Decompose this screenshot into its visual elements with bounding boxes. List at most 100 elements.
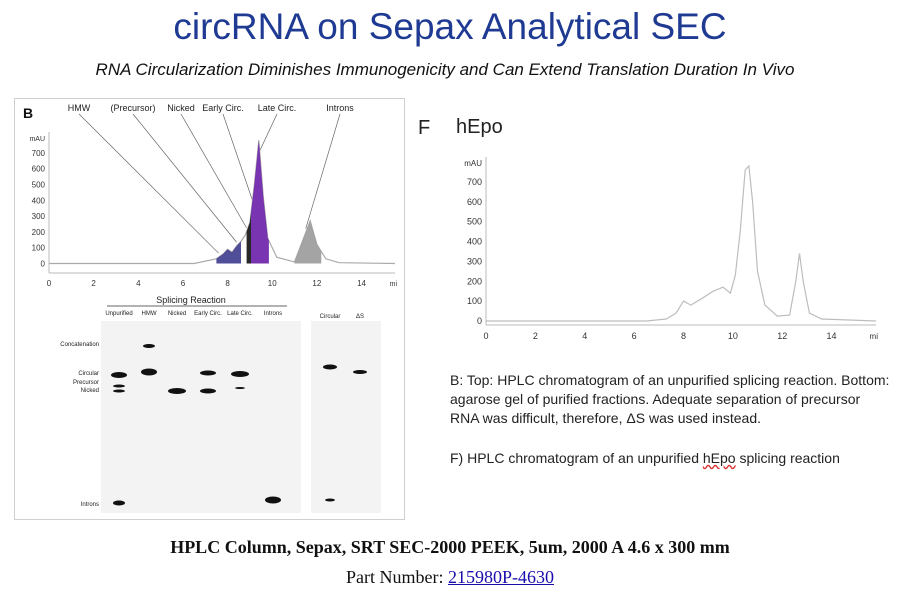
part-number-line: Part Number: 215980P-4630	[0, 567, 900, 588]
part-number-label: Part Number:	[346, 567, 448, 587]
x-tick-label: 14	[827, 331, 837, 341]
peak-leader-line	[259, 113, 278, 151]
x-tick-label: 10	[268, 279, 277, 288]
page-subtitle: RNA Circularization Diminishes Immunogen…	[95, 60, 795, 79]
caption-f: F) HPLC chromatogram of an unpurified hE…	[450, 449, 890, 468]
gel-band-label: Concatenation	[60, 342, 99, 348]
gel-band	[231, 371, 249, 377]
gel-side-lane-label: ΔS	[356, 314, 364, 320]
fraction-fill	[251, 140, 269, 264]
x-tick-label: 2	[91, 279, 96, 288]
y-tick-label: 200	[32, 228, 46, 237]
gel-band-label: Circular	[78, 371, 99, 377]
x-tick-label: 14	[357, 279, 366, 288]
y-tick-label: 400	[467, 237, 482, 247]
chromatogram-f: 0 100 200 300 400 500 600 700 0 2 4 6 8 10 12 14 mAU mi	[464, 157, 878, 341]
gel-band	[143, 344, 155, 348]
x-tick-label: 0	[483, 331, 488, 341]
panel-f: F hEpo 0 100 200 300 400 500 600 700 0 2 4 6 8 10 12 14…	[418, 100, 888, 362]
fraction-fill	[246, 212, 251, 264]
peak-leader-line	[180, 113, 247, 229]
x-tick-label: 0	[47, 279, 52, 288]
gel-band	[200, 370, 216, 376]
x-tick-label: 12	[777, 331, 787, 341]
y-tick-label: 500	[467, 217, 482, 227]
gel-band-labels: Concatenation Circular Precursor Nicked Intr…	[60, 342, 99, 508]
peak-leader-line	[222, 113, 253, 200]
x-tick-label: 10	[728, 331, 738, 341]
peak-leader-line	[132, 113, 237, 243]
y-tick-label: 300	[467, 256, 482, 266]
y-tick-label: 700	[467, 177, 482, 187]
gel-lane-label: Late Circ.	[227, 311, 253, 317]
panel-f-figure: F hEpo 0 100 200 300 400 500 600 700 0 2 4 6 8 10 12 14…	[418, 116, 878, 341]
x-tick-label: 4	[582, 331, 587, 341]
gel-main	[101, 321, 301, 513]
gel-band	[200, 388, 216, 394]
peak-label: Early Circ.	[202, 103, 244, 113]
caption-f-term: hEpo	[702, 450, 736, 466]
gel-band	[265, 496, 281, 504]
panel-f-label: F	[418, 117, 430, 139]
gel-band	[325, 498, 335, 502]
gel-band-label: Nicked	[81, 388, 99, 394]
gel-band	[168, 388, 186, 394]
gel-band-label: Precursor	[73, 380, 99, 386]
gel-band	[113, 384, 125, 388]
x-tick-label: 12	[312, 279, 321, 288]
y-tick-label: 100	[467, 296, 482, 306]
gel-side	[311, 321, 381, 513]
y-tick-label: 300	[32, 212, 46, 221]
gel-band	[113, 500, 125, 506]
x-tick-label: 6	[632, 331, 637, 341]
x-tick-label: 8	[681, 331, 686, 341]
x-tick-label: 8	[225, 279, 230, 288]
gel-lane-labels: Unpurified HMW Nicked Early Circ. Late Circ.…	[105, 311, 364, 320]
gel-bands	[111, 344, 367, 506]
gel-band	[111, 372, 127, 378]
caption-b: B: Top: HPLC chromatogram of an unpurifi…	[450, 372, 890, 426]
x-tick-label: 6	[181, 279, 186, 288]
peak-label: Late Circ.	[258, 103, 297, 113]
gel-lane-label: Early Circ.	[194, 311, 222, 317]
part-number-link[interactable]: 215980P-4630	[447, 567, 554, 587]
x-tick-label: 4	[136, 279, 141, 288]
gel-band	[235, 387, 245, 389]
gel-band	[141, 368, 157, 376]
fraction-fill	[216, 241, 241, 264]
y-tick-label: 0	[477, 316, 482, 326]
y-tick-label: 100	[32, 244, 46, 253]
gel-band	[353, 370, 367, 374]
panel-b-label: B	[23, 105, 33, 121]
gel-band	[113, 389, 125, 393]
y-tick-label: 600	[32, 165, 46, 174]
x-tick-label: 2	[533, 331, 538, 341]
series-line	[49, 140, 396, 265]
peak-leader-line	[78, 113, 219, 254]
gel-lane-label: Nicked	[168, 311, 186, 317]
x-axis-unit: mi	[390, 281, 398, 288]
y-tick-label: 700	[32, 149, 46, 158]
y-tick-label: 200	[467, 276, 482, 286]
peak-label: HMW	[68, 103, 91, 113]
panel-b-figure: B HMW (Precursor) Nicked Early Circ. Late Ci…	[23, 103, 397, 513]
series-line	[486, 164, 877, 322]
peak-label: Nicked	[167, 103, 195, 113]
gel-lane-label: Introns	[264, 311, 282, 317]
gel-side-lane-label: Circular	[320, 314, 341, 320]
caption-f-suffix: splicing reaction	[735, 450, 840, 466]
chromatogram-b: 0 100 200 300 400 500 600 700 0 2 4 6 8 10 12 14 mAU mi	[29, 132, 397, 288]
x-axis-unit: mi	[870, 332, 879, 341]
caption-f-prefix: F) HPLC chromatogram of an unpurified	[450, 450, 703, 466]
gel-band-label: Introns	[81, 502, 99, 508]
peak-labels: HMW (Precursor) Nicked Early Circ. Late Circ…	[68, 103, 354, 254]
panel-b: B HMW (Precursor) Nicked Early Circ. Late Ci…	[14, 98, 405, 520]
column-spec: HPLC Column, Sepax, SRT SEC-2000 PEEK, 5…	[170, 537, 730, 557]
y-axis-unit: mAU	[464, 159, 482, 168]
gel-lane-label: Unpurified	[105, 311, 132, 317]
y-tick-label: 600	[467, 197, 482, 207]
y-tick-label: 400	[32, 196, 46, 205]
panel-f-name: hEpo	[456, 116, 503, 138]
gel-band	[323, 364, 337, 370]
page-title: circRNA on Sepax Analytical SEC	[173, 6, 727, 47]
